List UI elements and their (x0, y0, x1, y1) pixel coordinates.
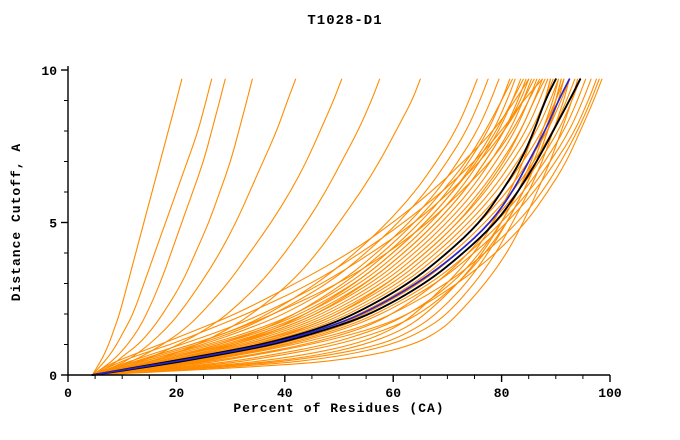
x-tick-label: 80 (494, 386, 510, 401)
x-axis-label: Percent of Residues (CA) (233, 401, 444, 416)
series-line-model-37 (91, 78, 500, 376)
tick-labels: 0 20 40 60 80 100 0 5 10 (41, 64, 622, 401)
series-line-reference (91, 78, 571, 376)
x-tick-label: 0 (64, 386, 72, 401)
series-line-model-04 (91, 78, 253, 376)
series-line-model-17 (91, 78, 554, 376)
series-line-model-38 (91, 78, 562, 376)
series-line-model-25 (91, 78, 597, 376)
series-line-highlight-2 (91, 78, 582, 376)
chart-title: T1028-D1 (307, 13, 382, 29)
x-tick-label: 20 (169, 386, 185, 401)
series-line-model-36 (91, 78, 489, 376)
x-tick-label: 100 (598, 386, 622, 401)
series-line-model-03 (91, 78, 226, 376)
series-line-model-05 (91, 78, 297, 376)
series-line-model-42 (91, 78, 565, 376)
series-line-highlight-1 (91, 78, 557, 376)
series-line-model-31 (91, 78, 530, 376)
y-axis-label: Distance Cutoff, A (9, 143, 24, 301)
y-tick-label: 5 (49, 217, 57, 232)
series-line-model-45 (91, 78, 530, 376)
series-line-model-07 (91, 78, 381, 376)
series-line-model-39 (91, 78, 570, 376)
series-line-model-41 (91, 78, 551, 376)
series-line-model-02 (91, 78, 213, 376)
series-line-model-10 (91, 78, 516, 376)
series-line-model-40 (91, 78, 579, 376)
series-line-model-11 (91, 78, 522, 376)
series-line-model-01 (91, 78, 183, 376)
y-tick-label: 10 (41, 64, 57, 79)
series-line-model-43 (91, 78, 513, 376)
series-line-model-44 (91, 78, 524, 376)
model-curves (91, 78, 603, 376)
x-tick-label: 60 (385, 386, 401, 401)
series-line-model-13 (91, 78, 532, 376)
y-tick-label: 0 (49, 369, 57, 384)
x-tick-label: 40 (277, 386, 293, 401)
series-line-model-35 (91, 78, 478, 376)
series-line-model-27 (91, 78, 603, 376)
axes (61, 66, 611, 382)
